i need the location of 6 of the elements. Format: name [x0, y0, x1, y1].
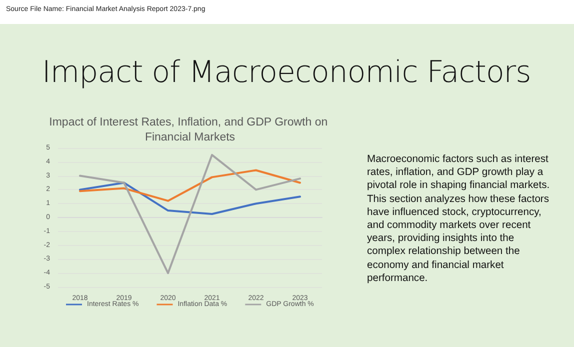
line-series — [79, 169, 301, 202]
line-series — [79, 154, 301, 274]
chart-subtitle: Impact of Interest Rates, Inflation, and GDP Growth on Financial Markets — [49, 116, 331, 144]
line-series — [79, 182, 301, 216]
chart-title: Impact of Macroeconomic Factors — [42, 55, 531, 90]
text: Macroeconomic factors such as interest rates, inflation, and GDP growth play a pivotal role in shaping financial markets. This section analyzes how these factors have influenced stock, cryptocurrency, and commodity markets over recent years, providing insights into the complex relationship between the economy and financial market performance. — [367, 154, 550, 284]
